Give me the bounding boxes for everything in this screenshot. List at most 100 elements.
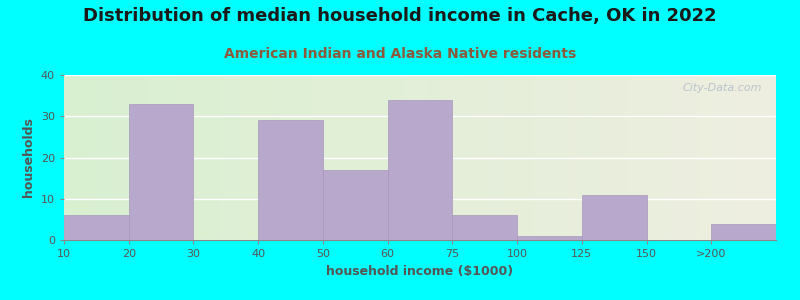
Bar: [192, 75, 199, 240]
Bar: [185, 75, 192, 240]
Bar: [249, 75, 256, 240]
Bar: [129, 104, 194, 240]
Bar: [619, 75, 626, 240]
Text: City-Data.com: City-Data.com: [682, 83, 762, 93]
Bar: [605, 75, 612, 240]
Bar: [541, 75, 548, 240]
Bar: [698, 75, 705, 240]
Bar: [363, 75, 370, 240]
Bar: [526, 75, 534, 240]
Bar: [86, 75, 93, 240]
Bar: [258, 120, 323, 240]
Bar: [114, 75, 121, 240]
Bar: [106, 75, 114, 240]
Bar: [562, 75, 570, 240]
Bar: [452, 215, 517, 240]
Bar: [78, 75, 86, 240]
Bar: [741, 75, 747, 240]
Bar: [306, 75, 314, 240]
Bar: [726, 75, 734, 240]
Bar: [754, 75, 762, 240]
Bar: [99, 75, 106, 240]
Bar: [491, 75, 498, 240]
Bar: [690, 75, 698, 240]
Bar: [484, 75, 491, 240]
Bar: [577, 75, 584, 240]
Bar: [477, 75, 484, 240]
Bar: [157, 75, 164, 240]
Bar: [299, 75, 306, 240]
Bar: [150, 75, 157, 240]
Bar: [378, 75, 385, 240]
Bar: [64, 215, 129, 240]
Bar: [669, 75, 676, 240]
Bar: [634, 75, 641, 240]
Bar: [278, 75, 285, 240]
Bar: [323, 170, 388, 240]
Bar: [420, 75, 427, 240]
Bar: [548, 75, 555, 240]
Bar: [142, 75, 150, 240]
Bar: [612, 75, 619, 240]
Bar: [584, 75, 591, 240]
Bar: [734, 75, 741, 240]
Bar: [598, 75, 605, 240]
Bar: [221, 75, 228, 240]
Bar: [570, 75, 577, 240]
Bar: [320, 75, 327, 240]
Bar: [327, 75, 334, 240]
Bar: [292, 75, 299, 240]
Bar: [719, 75, 726, 240]
Bar: [391, 75, 398, 240]
Bar: [513, 75, 520, 240]
Y-axis label: households: households: [22, 118, 35, 197]
Text: Distribution of median household income in Cache, OK in 2022: Distribution of median household income …: [83, 8, 717, 26]
Bar: [462, 75, 470, 240]
Bar: [270, 75, 278, 240]
Bar: [520, 75, 527, 240]
Bar: [370, 75, 378, 240]
Bar: [434, 75, 442, 240]
Bar: [342, 75, 349, 240]
Bar: [506, 75, 513, 240]
Bar: [449, 75, 456, 240]
Bar: [626, 75, 634, 240]
Bar: [762, 75, 769, 240]
Bar: [228, 75, 235, 240]
Bar: [164, 75, 171, 240]
Bar: [406, 75, 413, 240]
Bar: [285, 75, 292, 240]
Bar: [334, 75, 342, 240]
Bar: [747, 75, 754, 240]
Bar: [93, 75, 100, 240]
Bar: [128, 75, 135, 240]
Bar: [655, 75, 662, 240]
Bar: [498, 75, 506, 240]
Bar: [206, 75, 214, 240]
Bar: [71, 75, 78, 240]
Bar: [314, 75, 320, 240]
Bar: [705, 75, 712, 240]
Bar: [178, 75, 185, 240]
Bar: [263, 75, 270, 240]
Bar: [256, 75, 263, 240]
Bar: [135, 75, 142, 240]
Bar: [534, 75, 541, 240]
Bar: [456, 75, 462, 240]
Bar: [555, 75, 562, 240]
Bar: [683, 75, 690, 240]
Bar: [398, 75, 406, 240]
Bar: [427, 75, 434, 240]
Bar: [385, 75, 391, 240]
Bar: [591, 75, 598, 240]
Bar: [349, 75, 356, 240]
Bar: [769, 75, 776, 240]
Bar: [214, 75, 221, 240]
Bar: [413, 75, 420, 240]
Bar: [712, 75, 719, 240]
Bar: [242, 75, 249, 240]
X-axis label: household income ($1000): household income ($1000): [326, 265, 514, 278]
Bar: [470, 75, 477, 240]
Bar: [662, 75, 669, 240]
Bar: [442, 75, 449, 240]
